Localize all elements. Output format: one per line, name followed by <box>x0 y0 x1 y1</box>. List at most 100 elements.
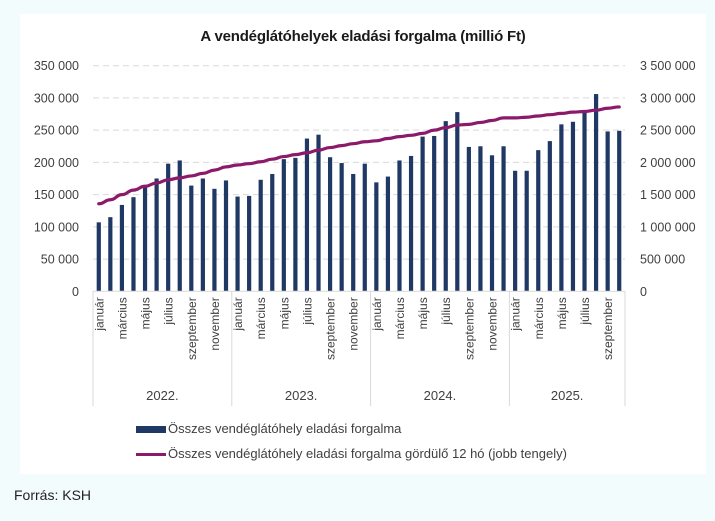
rolling-12-month-line <box>97 105 621 206</box>
month-label: szeptember <box>601 297 615 360</box>
bar <box>362 163 367 292</box>
bar <box>131 197 136 292</box>
month-label: január <box>509 297 523 331</box>
month-label: március <box>393 297 407 339</box>
month-label: szeptember <box>324 297 338 360</box>
month-label: július <box>439 297 453 325</box>
year-label: 2024. <box>424 388 457 403</box>
month-label: november <box>347 297 361 350</box>
bar <box>605 131 610 292</box>
month-label: március <box>532 297 546 339</box>
bar <box>223 180 229 292</box>
legend-label-bars: Összes vendéglátóhely eladási forgalma <box>168 421 402 436</box>
right-axis: 0 500 000 1 000 000 1 500 000 2 000 000 2 500… <box>640 59 696 299</box>
right-tick-label: 3 500 000 <box>640 59 696 73</box>
bar <box>258 179 263 292</box>
bar <box>420 136 425 292</box>
bar <box>397 160 402 292</box>
bar <box>351 173 356 292</box>
month-label: november <box>486 297 500 350</box>
bar <box>374 182 379 292</box>
right-tick-label: 0 <box>640 285 647 299</box>
right-tick-label: 3 000 000 <box>640 91 696 105</box>
bar <box>617 130 622 292</box>
bar <box>582 112 587 292</box>
bar <box>281 159 286 292</box>
month-label: január <box>370 297 384 331</box>
bar <box>501 146 506 292</box>
month-label: május <box>555 297 569 329</box>
bar <box>339 163 344 292</box>
bar <box>108 217 113 292</box>
bar <box>119 204 125 292</box>
chart-card: A vendéglátóhelyek eladási forgalma (mil… <box>20 14 706 474</box>
bar <box>96 222 101 292</box>
year-label: 2023. <box>285 388 318 403</box>
chart-plot: 0 50 000 100 000 150 000 200 000 250 000 300 0… <box>34 59 696 406</box>
bar <box>154 178 159 292</box>
month-label: március <box>115 297 129 339</box>
left-tick-label: 200 000 <box>34 156 79 170</box>
month-label: szeptember <box>462 297 476 360</box>
bar <box>408 155 414 292</box>
left-axis: 0 50 000 100 000 150 000 200 000 250 000 300 0… <box>34 59 79 299</box>
right-tick-label: 2 000 000 <box>640 156 696 170</box>
right-tick-label: 500 000 <box>640 253 685 267</box>
gridlines <box>93 65 625 260</box>
bar <box>524 170 529 292</box>
bar <box>200 178 205 292</box>
bar <box>513 170 518 292</box>
month-label: szeptember <box>185 297 199 360</box>
bar <box>304 138 310 292</box>
bar <box>293 157 298 292</box>
year-label: 2022. <box>146 388 179 403</box>
bar <box>478 146 483 292</box>
bar <box>270 173 275 292</box>
right-tick-label: 2 500 000 <box>640 124 696 138</box>
month-label: július <box>578 297 592 325</box>
month-label: november <box>208 297 222 350</box>
category-axis: január március május július szeptember novemb… <box>92 290 626 406</box>
bar <box>316 134 321 292</box>
year-label: 2025. <box>551 388 584 403</box>
month-label: május <box>277 297 291 329</box>
bar <box>536 150 541 292</box>
month-label: május <box>416 297 430 329</box>
month-label: május <box>139 297 153 329</box>
bar <box>235 196 240 292</box>
bar <box>443 121 448 292</box>
month-label: július <box>300 297 314 325</box>
bar <box>570 121 576 292</box>
bar <box>189 185 194 292</box>
bar <box>455 112 460 292</box>
left-tick-label: 100 000 <box>34 220 79 234</box>
left-tick-label: 0 <box>72 285 79 299</box>
legend-item-bars: Összes vendéglátóhely eladási forgalma <box>136 421 401 436</box>
left-tick-label: 150 000 <box>34 188 79 202</box>
bar <box>432 135 437 292</box>
bar <box>247 195 252 292</box>
month-label: július <box>162 297 176 325</box>
bar <box>212 188 217 292</box>
legend-label-line: Összes vendéglátóhely eladási forgalma g… <box>168 446 567 461</box>
chart-title: A vendéglátóhelyek eladási forgalma (mil… <box>200 28 526 45</box>
bar <box>385 176 391 292</box>
source-note: Forrás: KSH <box>14 487 92 503</box>
month-label: január <box>231 297 245 331</box>
line-series <box>97 105 621 206</box>
left-tick-label: 250 000 <box>34 124 79 138</box>
left-tick-label: 350 000 <box>34 59 79 73</box>
left-tick-label: 300 000 <box>34 91 79 105</box>
legend-item-line: Összes vendéglátóhely eladási forgalma g… <box>136 446 567 461</box>
bar <box>593 94 599 292</box>
bar <box>559 124 564 292</box>
bar <box>177 160 182 292</box>
legend-swatch-bar <box>136 426 166 434</box>
bar <box>489 155 495 292</box>
right-tick-label: 1 500 000 <box>640 188 696 202</box>
bar <box>166 163 171 292</box>
bar <box>466 146 471 292</box>
bar <box>327 157 333 292</box>
bar <box>547 141 552 292</box>
right-tick-label: 1 000 000 <box>640 220 696 234</box>
